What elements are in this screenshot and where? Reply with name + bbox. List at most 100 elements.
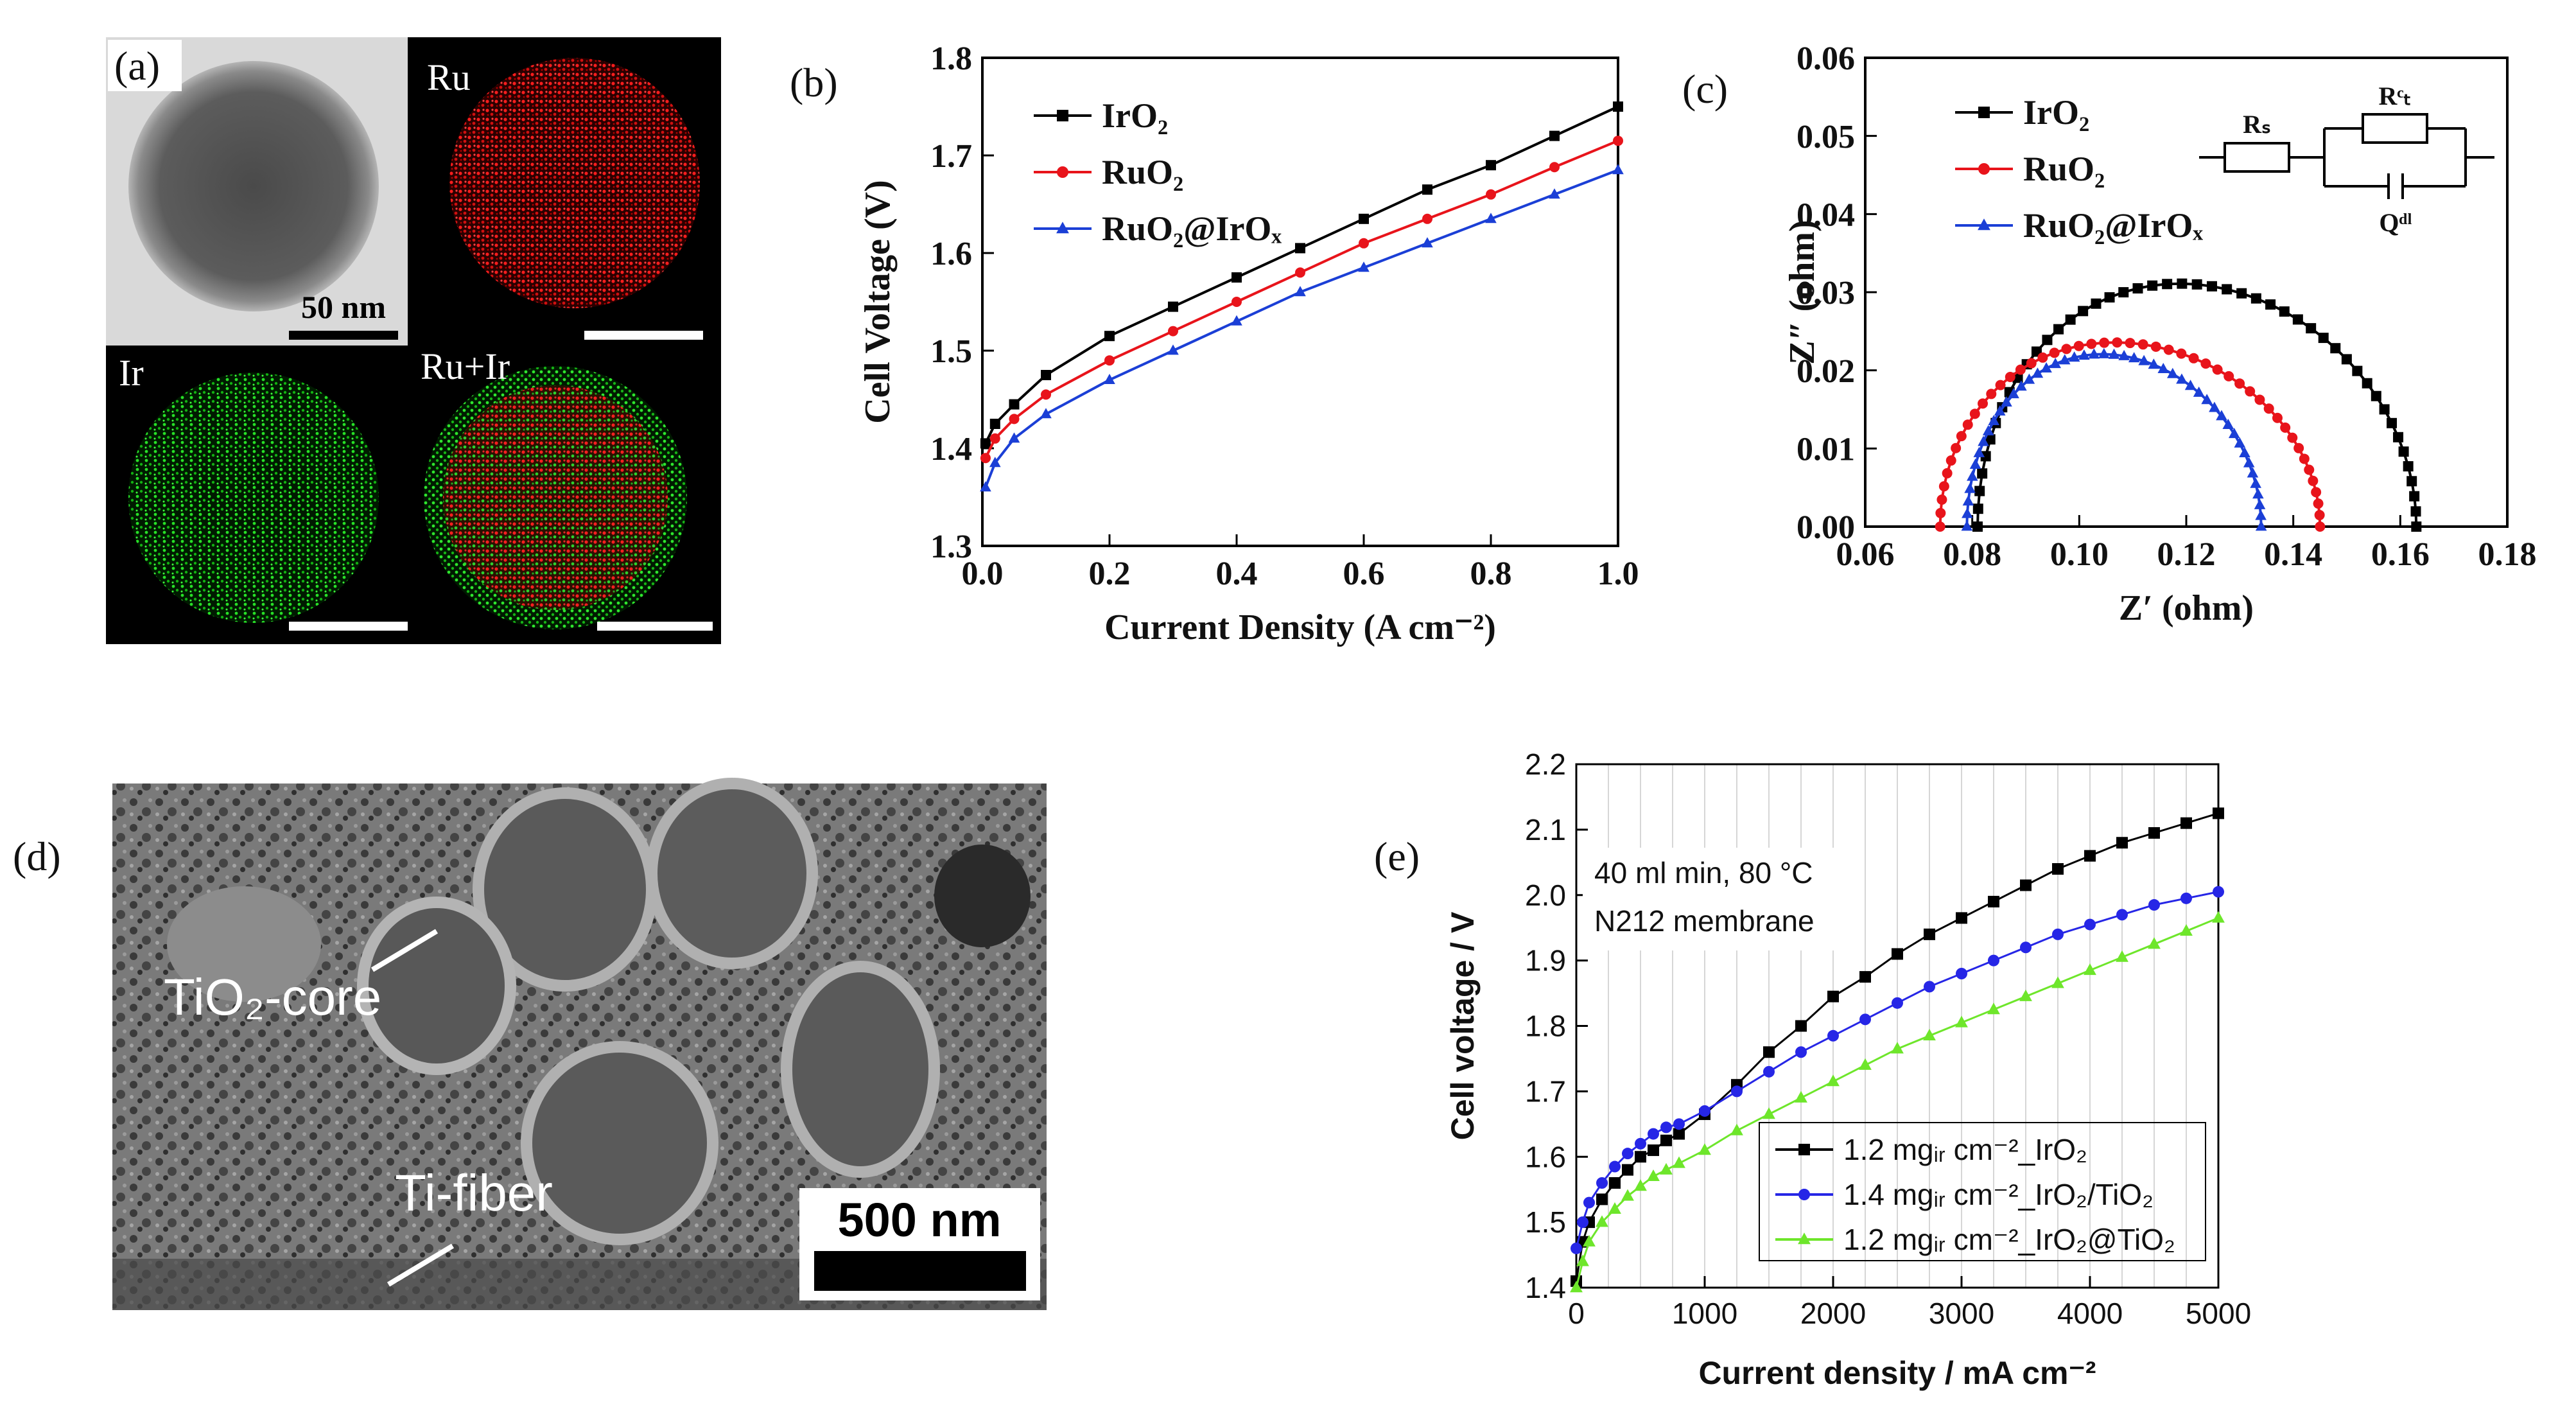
legend-label: 1.2 mgᵢᵣ cm⁻²_IrO₂ xyxy=(1843,1133,2087,1166)
data-point xyxy=(1609,1177,1621,1189)
data-point xyxy=(2352,365,2363,376)
data-point xyxy=(2118,349,2130,360)
data-point xyxy=(1549,162,1560,173)
data-point xyxy=(1168,326,1178,337)
panel-letter: (c) xyxy=(1682,66,1728,112)
data-point xyxy=(2188,353,2199,363)
data-point xyxy=(1422,213,1432,224)
data-point xyxy=(1359,213,1369,224)
data-point xyxy=(2053,324,2064,335)
data-point xyxy=(1995,380,2006,390)
x-tick-label: 3000 xyxy=(1929,1297,1994,1330)
legend-label: 1.4 mgᵢᵣ cm⁻²_IrO₂/TiO₂ xyxy=(1843,1178,2154,1211)
y-tick-label: 0.04 xyxy=(1797,197,1855,234)
data-point xyxy=(1647,1169,1660,1182)
data-point xyxy=(2263,403,2274,414)
data-point xyxy=(1422,184,1432,195)
data-point xyxy=(1986,389,1997,399)
circuit-rct xyxy=(2362,113,2428,144)
data-point xyxy=(1969,408,1980,419)
sem-scale-label: 500 nm xyxy=(837,1193,1001,1247)
panel-a-letter: (a) xyxy=(114,43,160,89)
data-point xyxy=(1962,495,1974,506)
data-point xyxy=(2287,432,2298,443)
y-tick-label: 0.06 xyxy=(1797,40,1855,77)
data-point xyxy=(2371,390,2381,401)
x-tick-label: 0.18 xyxy=(2478,536,2537,573)
data-point xyxy=(1988,414,2000,425)
data-point xyxy=(1891,1042,1904,1054)
panel-d-letter: (d) xyxy=(13,834,61,879)
annotation-bg xyxy=(1583,848,1859,950)
data-point xyxy=(1168,301,1178,312)
data-point xyxy=(1699,1105,1710,1117)
panel-letter: (e) xyxy=(1374,834,1420,879)
data-point xyxy=(1486,160,1496,171)
data-point xyxy=(2255,520,2267,531)
y-tick-label: 1.5 xyxy=(1525,1205,1566,1239)
circuit-rs xyxy=(2224,142,2290,173)
data-point xyxy=(1358,261,1370,272)
sem-pore xyxy=(781,961,940,1178)
y-tick-label: 2.1 xyxy=(1525,813,1566,846)
data-point xyxy=(2191,279,2202,290)
data-point xyxy=(2201,394,2213,405)
data-point xyxy=(980,453,991,464)
data-point xyxy=(2254,394,2265,405)
data-point xyxy=(2252,488,2264,499)
data-point xyxy=(2387,417,2398,428)
data-point xyxy=(2393,432,2404,442)
data-point xyxy=(1985,434,1996,445)
data-point xyxy=(1969,459,1981,469)
data-point xyxy=(1972,521,1983,532)
data-point xyxy=(2250,293,2261,304)
legend-marker xyxy=(1978,107,1990,118)
x-tick-label: 0.14 xyxy=(2264,536,2322,573)
data-point xyxy=(2049,347,2060,358)
data-point xyxy=(2379,404,2390,415)
data-point xyxy=(2234,378,2245,389)
data-point xyxy=(2411,521,2422,532)
y-tick-label: 0.01 xyxy=(1797,432,1855,468)
data-point xyxy=(2091,298,2102,309)
y-tick-label: 0.02 xyxy=(1797,353,1855,390)
legend-marker xyxy=(1798,1144,1810,1155)
data-point xyxy=(2213,807,2224,819)
data-point xyxy=(1924,981,1935,993)
sem-core-region xyxy=(167,886,321,1002)
data-point xyxy=(1486,189,1496,200)
data-point xyxy=(1763,1065,1775,1078)
data-point xyxy=(1935,521,1945,532)
data-point xyxy=(1859,1058,1872,1070)
data-point xyxy=(2150,341,2161,352)
tem-particle xyxy=(128,61,379,311)
data-point xyxy=(2104,292,2115,303)
data-point xyxy=(1935,507,1946,518)
data-point xyxy=(980,438,991,449)
data-point xyxy=(2026,358,2037,369)
x-tick-label: 0.08 xyxy=(1943,536,2001,573)
data-point xyxy=(1359,238,1369,249)
data-point xyxy=(2068,351,2080,362)
data-point xyxy=(2041,362,2052,372)
data-point xyxy=(2148,827,2160,839)
data-point xyxy=(1964,482,1976,493)
legend-label: 1.2 mgᵢᵣ cm⁻²_IrO₂@TiO₂ xyxy=(1843,1223,2175,1256)
equivalent-circuit: Rₛ Rᶜₜ Qᵈˡ xyxy=(2199,82,2494,237)
data-point xyxy=(2410,506,2421,517)
sem-pore xyxy=(646,778,818,969)
circuit-qdl-label: Qᵈˡ xyxy=(2379,208,2412,237)
data-point xyxy=(2177,278,2188,289)
data-point xyxy=(2341,354,2352,365)
data-point xyxy=(1295,267,1305,278)
x-tick-label: 1.0 xyxy=(1597,556,1639,592)
x-tick-label: 0.06 xyxy=(1836,536,1895,573)
data-point xyxy=(2061,344,2072,354)
legend-marker xyxy=(1798,1232,1811,1245)
data-point xyxy=(2243,457,2255,468)
data-point xyxy=(2280,422,2291,433)
data-point xyxy=(1731,1085,1743,1098)
data-point xyxy=(2222,284,2232,295)
y-tick-label: 1.4 xyxy=(930,431,972,468)
y-tick-label: 1.6 xyxy=(930,236,972,272)
